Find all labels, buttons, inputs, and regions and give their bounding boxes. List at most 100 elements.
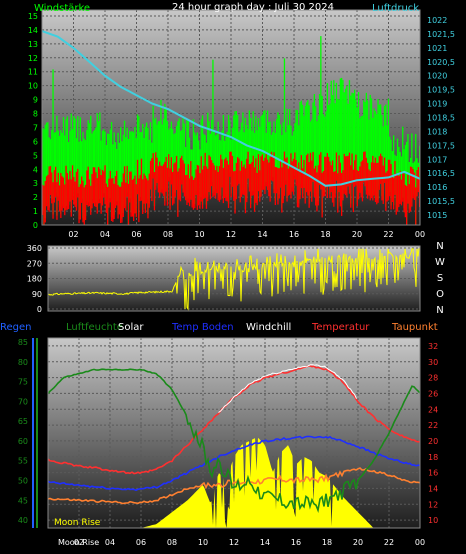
humidity-y-tick-label: 80 <box>18 358 28 367</box>
wind-average-bar <box>260 156 262 197</box>
wind-y-tick-label: 6 <box>33 137 38 146</box>
wind-average-bar <box>139 174 141 202</box>
wind-average-bar <box>352 169 354 213</box>
wind-gust-bar <box>318 94 321 181</box>
pressure-y-tick-label: 1021 <box>427 44 447 53</box>
wind-gust-bar <box>118 142 120 211</box>
legend-item: Temperatur <box>311 322 370 333</box>
wind-average-bar <box>183 163 185 197</box>
wind-gust-bar <box>377 99 379 199</box>
wind-average-bar <box>404 184 406 218</box>
wind-gust-bar <box>259 126 261 198</box>
wind-average-bar <box>157 166 159 193</box>
wind-average-bar <box>62 177 65 209</box>
wind-y-tick-label: 1 <box>33 207 38 216</box>
wind-average-bar <box>316 172 318 212</box>
wind-gust-bar <box>404 145 406 214</box>
wind-average-bar <box>295 160 297 186</box>
wind-average-bar <box>239 170 241 203</box>
wind-gust-bar <box>146 122 148 200</box>
wind-average-bar <box>169 168 171 210</box>
humidity-line <box>47 368 421 513</box>
wind-average-bar <box>64 184 66 216</box>
legend-item: Solar <box>118 322 144 333</box>
wind-gust-bar <box>77 116 79 194</box>
wind-average-bar <box>83 187 85 225</box>
wind-y-tick-label: 4 <box>33 165 38 174</box>
wind-average-bar <box>187 164 189 203</box>
pressure-y-tick-label: 1019 <box>427 100 447 109</box>
wind-gust-bar <box>296 110 299 204</box>
wind-gust-bar <box>250 118 252 205</box>
temperature-x-tick-label: 02 <box>74 538 84 547</box>
wind-gust-bar <box>99 112 101 199</box>
wind-average-bar <box>151 158 153 202</box>
wind-average-bar <box>229 151 231 177</box>
wind-average-bar <box>374 157 377 203</box>
direction-panel-border <box>47 245 421 312</box>
wind-gust-bar <box>170 121 172 181</box>
wind-gust-bar <box>157 121 159 189</box>
wind-average-bar <box>224 159 226 199</box>
wind-gust-bar <box>87 120 89 203</box>
wind-average-bar <box>107 186 109 225</box>
wind-average-bar <box>304 173 306 204</box>
wind-average-bar <box>181 155 183 185</box>
wind-average-bar <box>58 185 61 212</box>
temperature-x-tick-label: 12 <box>229 538 239 547</box>
wind-gust-bar <box>71 129 74 196</box>
wind-average-bar <box>268 162 270 197</box>
wind-average-bar <box>348 152 351 194</box>
wind-gust-bar <box>396 138 399 208</box>
wind-gust-bar <box>378 104 380 186</box>
wind-gust-bar <box>239 129 241 199</box>
wind-average-bar <box>274 166 276 206</box>
wind-gust-bar <box>73 116 75 201</box>
wind-gust-bar <box>125 137 127 207</box>
wind-average-bar <box>277 168 279 205</box>
wind-gust-bar <box>70 113 72 213</box>
wind-gust-bar <box>162 118 165 192</box>
wind-gust-bar <box>81 141 83 199</box>
wind-gust-bar <box>156 124 158 179</box>
wind-average-bar <box>237 157 239 186</box>
compass-label: N <box>436 241 443 252</box>
wind-average-bar <box>227 164 230 208</box>
wind-gust-bar <box>339 78 341 203</box>
wind-average-bar <box>403 173 405 213</box>
wind-average-bar <box>178 168 180 200</box>
wind-gust-bar <box>61 132 63 207</box>
wind-average-series <box>42 151 421 225</box>
wind-average-bar <box>130 171 132 217</box>
pressure-axis-title: Luftdruck <box>372 3 419 14</box>
wind-average-bar <box>42 184 44 215</box>
wind-x-tick-label: 22 <box>383 230 393 239</box>
wind-average-bar <box>398 176 400 208</box>
wind-average-bar <box>221 159 223 188</box>
wind-gust-bar <box>365 92 367 191</box>
temperature-x-tick-label: 04 <box>105 538 115 547</box>
wind-gust-bar <box>44 124 46 219</box>
direction-y-tick-label: 360 <box>27 244 42 253</box>
wind-average-bar <box>214 170 217 199</box>
wind-average-bar <box>174 162 176 197</box>
wind-average-bar <box>329 161 331 199</box>
wind-gust-bar <box>117 132 119 215</box>
wind-gust-bar <box>286 108 288 198</box>
wind-average-bar <box>299 171 301 200</box>
wind-average-bar <box>152 153 154 179</box>
wind-average-bar <box>51 172 53 204</box>
wind-average-bar <box>90 185 92 215</box>
wind-average-bar <box>247 151 249 179</box>
wind-gust-bar <box>326 83 328 194</box>
wind-average-bar <box>52 182 54 219</box>
wind-gust-bar <box>277 112 279 201</box>
humidity-y-tick-label: 70 <box>18 397 28 406</box>
wind-average-bar <box>161 166 163 194</box>
wind-gust-bar <box>303 115 305 184</box>
wind-average-bar <box>270 151 273 181</box>
wind-average-bar <box>205 166 208 209</box>
wind-gust-bar <box>237 115 239 182</box>
wind-gust-bar <box>136 114 139 191</box>
